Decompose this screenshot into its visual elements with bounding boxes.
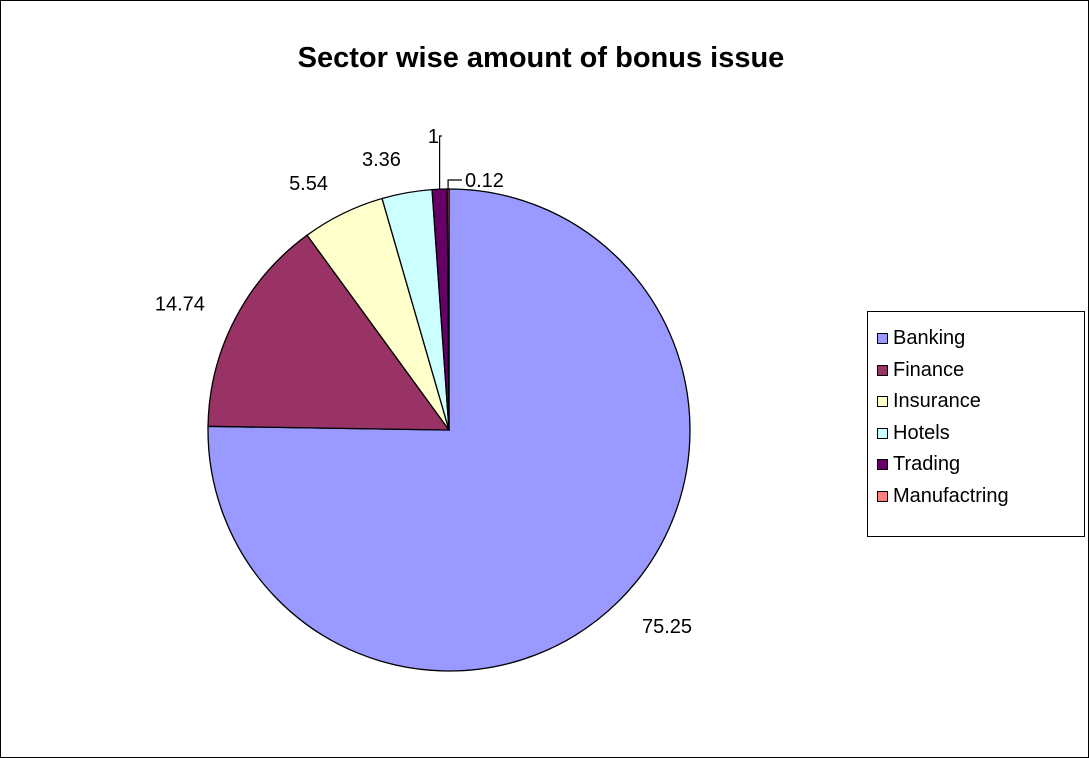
leader-line-trading — [439, 135, 442, 190]
legend-swatch — [877, 396, 888, 408]
legend: Banking Finance Insurance Hotels Trading Manu… — [867, 311, 1085, 537]
legend-item-hotels: Hotels — [877, 418, 1084, 450]
pie-slices — [207, 188, 691, 672]
data-label-trading: 1 — [428, 126, 439, 148]
data-label-hotels: 3.36 — [362, 149, 401, 171]
leader-lines — [439, 135, 462, 190]
legend-label: Insurance — [893, 390, 981, 413]
pie-slice-manufactring — [446, 188, 450, 431]
legend-swatch — [877, 427, 888, 439]
data-label-finance: 14.74 — [155, 293, 205, 315]
legend-label: Hotels — [893, 421, 950, 444]
legend-item-finance: Finance — [877, 355, 1084, 387]
leader-line-manufactring — [447, 179, 462, 190]
legend-item-insurance: Insurance — [877, 386, 1084, 418]
legend-swatch — [877, 333, 888, 345]
legend-item-banking: Banking — [877, 323, 1084, 355]
legend-label: Banking — [893, 327, 966, 350]
legend-label: Trading — [893, 453, 961, 476]
data-label-manufactring: 0.12 — [465, 170, 504, 192]
legend-item-manufactring: Manufactring — [877, 481, 1084, 513]
data-label-insurance: 5.54 — [289, 173, 328, 195]
legend-label: Manufactring — [893, 484, 1009, 507]
legend-item-trading: Trading — [877, 449, 1084, 481]
legend-swatch — [877, 364, 888, 376]
chart-title: Sector wise amount of bonus issue — [298, 42, 785, 74]
legend-label: Finance — [893, 358, 965, 381]
legend-swatch — [877, 459, 888, 471]
data-label-banking: 75.25 — [642, 616, 692, 638]
data-labels: 75.25 14.74 5.54 3.36 1 0.12 — [155, 126, 692, 638]
pie-slice-finance — [207, 234, 451, 431]
pie-slice-banking — [207, 188, 691, 672]
legend-swatch — [877, 490, 888, 502]
